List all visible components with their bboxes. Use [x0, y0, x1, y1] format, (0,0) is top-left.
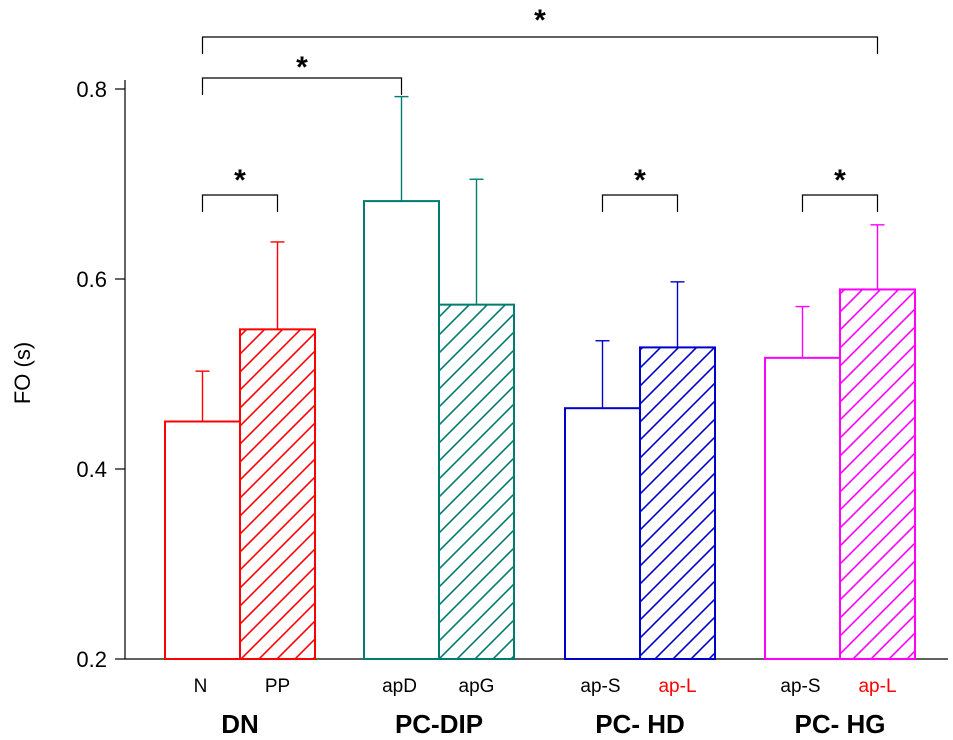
- bar: [839, 288, 916, 660]
- y-tick-label: 0.2: [76, 647, 107, 672]
- condition-label: ap-L: [858, 676, 896, 697]
- condition-label: apG: [459, 676, 495, 697]
- significance-star: *: [534, 4, 546, 37]
- condition-label: ap-S: [780, 676, 820, 697]
- significance-star: *: [634, 164, 646, 197]
- significance-bracket: [801, 194, 879, 212]
- group-label: DN: [221, 709, 259, 739]
- bar: [363, 200, 440, 660]
- significance-bracket: [201, 194, 279, 212]
- significance-star: *: [834, 164, 846, 197]
- condition-label: ap-S: [580, 676, 620, 697]
- y-tick-label: 0.4: [76, 457, 107, 482]
- bar: [239, 328, 316, 660]
- group-label: PC- HD: [595, 709, 685, 739]
- bar: [639, 346, 716, 660]
- significance-bracket: [201, 36, 879, 54]
- condition-label: ap-L: [658, 676, 696, 697]
- significance-brackets: * * * * *: [201, 4, 879, 212]
- error-bars: [195, 95, 885, 422]
- bar: [438, 303, 515, 660]
- y-tick-label: 0.6: [76, 267, 107, 292]
- significance-bracket: [201, 77, 403, 95]
- condition-label: apD: [382, 676, 417, 697]
- significance-star: *: [296, 51, 308, 84]
- bar: [564, 407, 641, 661]
- group-label: PC-DIP: [395, 709, 483, 739]
- group-label: PC- HG: [795, 709, 886, 739]
- category-labels: N PP DN apD apG PC-DIP ap-S ap-L PC- HD ap-S ap-L P…: [194, 676, 897, 739]
- bars: [164, 200, 916, 661]
- y-axis-label: FO (s): [10, 342, 35, 404]
- significance-bracket: [601, 194, 679, 212]
- condition-label: PP: [265, 676, 290, 697]
- significance-star: *: [234, 164, 246, 197]
- condition-label: N: [194, 676, 208, 697]
- y-tick-label: 0.8: [76, 77, 107, 102]
- bar: [164, 420, 241, 660]
- bar: [764, 356, 841, 660]
